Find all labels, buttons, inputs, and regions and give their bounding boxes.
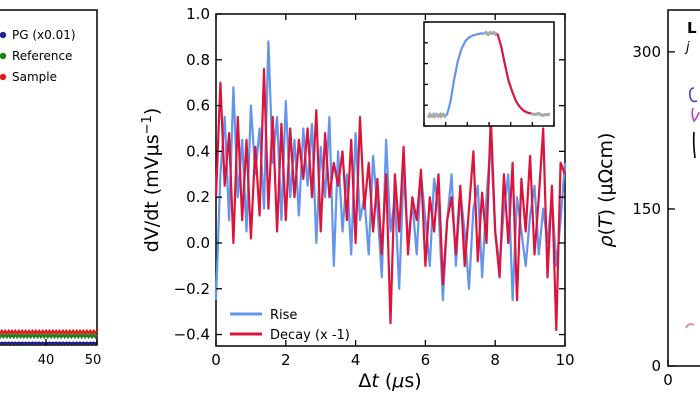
inset-segment-2 (483, 30, 499, 37)
right-x-tick-label: 0 (663, 371, 673, 389)
left-series-group (0, 328, 98, 345)
right-cropped-glyph-top: L (687, 19, 697, 37)
center-x-axis-label: Δt (μs) (358, 370, 421, 392)
x-tick-label: 6 (421, 351, 431, 369)
legend-marker-pg (0, 31, 7, 39)
left-series-line-sample (0, 328, 98, 336)
legend-label-reference: Reference (12, 49, 72, 63)
y-tick-label: 0.0 (186, 234, 210, 252)
inset-segment-1 (445, 32, 485, 116)
y-tick-label: −0.2 (174, 280, 210, 298)
x-tick-label: 0 (211, 351, 221, 369)
center-panel: 0 2 4 6 8 10 −0.4 −0.2 0.0 0.2 0.4 0.6 0.8 1.0 dV/dt … (140, 5, 575, 392)
center-inset (423, 21, 555, 127)
inset-segment-3 (496, 33, 532, 115)
y-tick-label: 0.4 (186, 142, 210, 160)
x-tick-label: 2 (281, 351, 291, 369)
legend-marker-reference (0, 52, 7, 60)
x-tick-label: 10 (555, 351, 574, 369)
right-cropped-curve-pink (685, 323, 695, 329)
right-cropped-curve-magenta (691, 107, 700, 123)
legend-label-pg: PG (x0.01) (12, 28, 76, 42)
left-legend: PG (x0.01) Reference Sample (0, 28, 76, 84)
inset-segment-4 (530, 111, 550, 118)
left-x-tick-label: 50 (85, 353, 102, 368)
legend-label-rise: Rise (270, 308, 297, 323)
inset-series-group (426, 30, 550, 119)
center-y-axis-label: dV/dt (mVμs−1) (140, 108, 163, 253)
right-cropped-glyph-j: j (684, 40, 690, 55)
inset-frame (423, 21, 555, 127)
right-y-axis-label: ρ(T) (μΩcm) (595, 133, 617, 248)
x-tick-label: 8 (490, 351, 500, 369)
left-panel: 40 50 PG (x0.01) Reference Sample (0, 9, 102, 368)
series-line-decay-x-1 (214, 67, 567, 332)
legend-label-sample: Sample (12, 70, 57, 84)
inset-segment-0 (426, 111, 447, 119)
y-tick-label: 1.0 (186, 5, 210, 23)
y-tick-label: 0.2 (186, 188, 210, 206)
left-x-ticks: 40 50 (38, 339, 102, 368)
y-tick-label: 0.8 (186, 51, 210, 69)
left-x-tick-label: 40 (38, 353, 55, 368)
right-cropped-curve-black (692, 131, 696, 159)
inset-ticks (423, 21, 555, 127)
left-series-line-pg-x0-01 (0, 341, 98, 345)
right-plot-frame (667, 9, 700, 367)
x-tick-label: 4 (351, 351, 361, 369)
right-ticks: 0 150 300 0 (632, 43, 675, 389)
legend-marker-sample (0, 73, 7, 81)
right-y-tick-label: 300 (632, 43, 661, 61)
y-tick-label: −0.4 (174, 326, 210, 344)
legend-label-decay: Decay (x -1) (270, 328, 350, 343)
center-ticks: 0 2 4 6 8 10 −0.4 −0.2 0.0 0.2 0.4 0.6 0.8 1.0 (174, 5, 575, 369)
right-y-tick-label: 0 (651, 357, 661, 375)
right-panel: 0 150 300 0 ρ(T) (μΩcm) L j (595, 9, 700, 389)
right-y-tick-label: 150 (632, 200, 661, 218)
center-legend: Rise Decay (x -1) (230, 308, 350, 343)
right-cropped-curve-blue (689, 87, 698, 103)
center-series-group (214, 40, 567, 332)
left-series-line-reference (0, 332, 98, 340)
y-tick-label: 0.6 (186, 97, 210, 115)
